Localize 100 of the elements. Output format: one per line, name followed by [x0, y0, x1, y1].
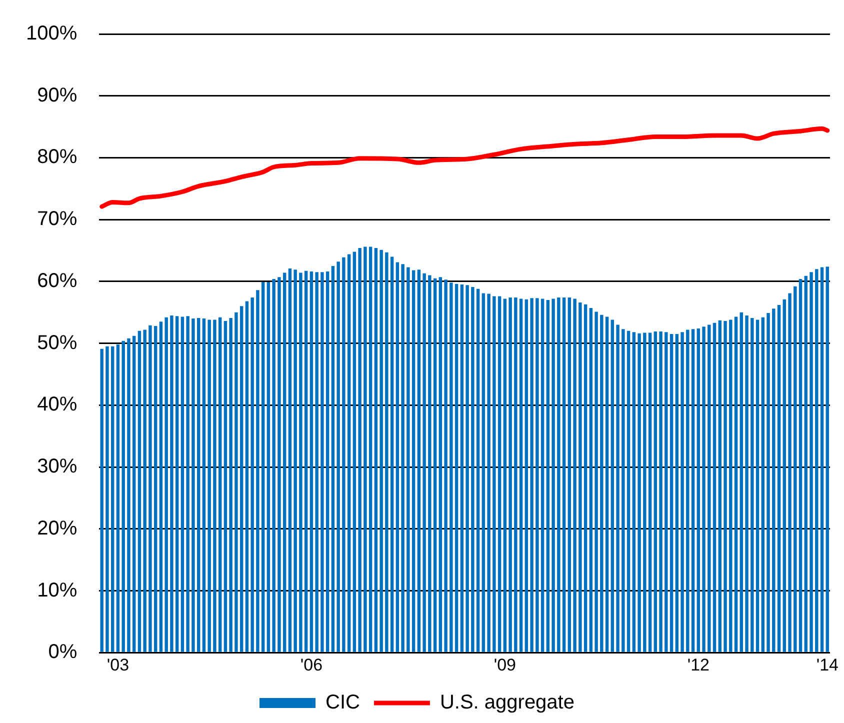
y-tick-label: 80%	[37, 146, 78, 168]
bar	[342, 257, 346, 652]
bar	[466, 285, 469, 652]
bar	[192, 318, 195, 652]
y-tick-label: 20%	[37, 517, 78, 540]
y-tick-label: 70%	[37, 208, 78, 230]
bar	[159, 322, 163, 652]
bar	[810, 272, 813, 652]
bar	[600, 314, 604, 652]
bar	[471, 287, 474, 652]
bar	[417, 270, 421, 652]
bar	[659, 332, 662, 652]
bar	[691, 329, 695, 652]
bar	[626, 330, 630, 652]
bar	[374, 248, 378, 652]
bar	[562, 298, 566, 652]
bar	[412, 270, 416, 652]
bar	[584, 304, 588, 652]
bar	[299, 272, 302, 652]
bar	[347, 254, 351, 652]
bar	[519, 298, 523, 652]
bar	[503, 298, 507, 652]
bar	[622, 329, 625, 652]
bar	[202, 318, 206, 652]
bar	[589, 308, 593, 652]
bar	[712, 322, 716, 652]
bar	[734, 316, 738, 652]
bar	[282, 272, 286, 652]
bar	[648, 332, 652, 652]
bar	[498, 296, 502, 652]
bar	[315, 272, 318, 652]
bar	[654, 332, 658, 652]
bar	[288, 268, 292, 652]
bar	[740, 312, 744, 652]
y-tick-label: 40%	[37, 394, 78, 416]
bar	[546, 300, 550, 652]
bar	[175, 316, 179, 652]
bar	[610, 320, 614, 652]
bar	[266, 282, 270, 652]
bar	[729, 320, 732, 652]
bar	[675, 334, 679, 652]
bar	[444, 280, 448, 652]
bar	[433, 278, 437, 652]
bar	[761, 317, 765, 652]
bar	[568, 298, 572, 652]
y-tick-label: 50%	[37, 332, 78, 354]
bar	[482, 293, 486, 652]
bar	[250, 298, 254, 652]
y-tick-label: 100%	[26, 22, 78, 45]
bar	[100, 348, 104, 652]
bar	[106, 346, 109, 652]
bar	[229, 318, 232, 652]
bar	[428, 275, 432, 652]
bar	[815, 269, 818, 652]
bar	[245, 301, 249, 652]
bar	[256, 290, 260, 652]
bar	[782, 299, 786, 652]
bar	[804, 276, 808, 652]
bar	[573, 298, 576, 652]
x-tick-label: '09	[494, 655, 516, 674]
y-tick-label: 90%	[37, 84, 78, 106]
bar	[213, 320, 216, 652]
y-tick-label: 60%	[37, 270, 78, 292]
bar	[234, 312, 238, 652]
bar	[460, 284, 464, 652]
bar	[605, 316, 609, 652]
legend-label: CIC	[326, 692, 360, 714]
bar	[454, 284, 458, 652]
bar	[540, 298, 544, 652]
bar	[352, 252, 356, 652]
bar	[492, 296, 496, 652]
bar	[148, 325, 152, 652]
bar	[132, 336, 136, 652]
bar	[594, 312, 598, 652]
x-tick-label: '14	[816, 655, 838, 674]
bar	[127, 338, 130, 652]
bar	[396, 262, 400, 652]
bar	[578, 302, 582, 652]
y-tick-label: 10%	[37, 579, 78, 602]
bar	[385, 252, 388, 652]
bar	[438, 277, 442, 652]
bar	[745, 315, 748, 652]
bar	[643, 332, 646, 652]
bar	[632, 332, 636, 652]
x-tick-label: '12	[687, 655, 710, 674]
bar	[616, 324, 620, 652]
bar	[487, 294, 490, 652]
bar	[664, 332, 668, 652]
bar	[272, 278, 276, 652]
bar	[320, 272, 324, 652]
bar	[380, 250, 383, 652]
bar	[638, 333, 641, 652]
bar	[702, 326, 706, 652]
legend-label: U.S. aggregate	[440, 692, 574, 714]
bar	[218, 317, 222, 652]
bar	[530, 298, 534, 652]
bar	[261, 282, 265, 652]
bar	[180, 316, 184, 652]
bar	[552, 298, 555, 652]
bar	[777, 304, 781, 652]
